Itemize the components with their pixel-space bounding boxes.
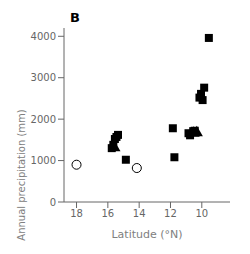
svg-text:0: 0: [50, 197, 56, 208]
svg-text:12: 12: [164, 208, 177, 219]
svg-text:Latitude (°N): Latitude (°N): [111, 228, 182, 241]
svg-text:16: 16: [101, 208, 114, 219]
html-text:B: B: [70, 10, 80, 25]
svg-text:1000: 1000: [31, 155, 56, 166]
svg-text:Annual precipitation (mm): Annual precipitation (mm): [16, 109, 27, 241]
svg-text:18: 18: [70, 208, 83, 219]
svg-text:4000: 4000: [31, 31, 56, 42]
svg-text:2000: 2000: [31, 114, 56, 125]
svg-text:3000: 3000: [31, 72, 56, 83]
svg-text:10: 10: [195, 208, 208, 219]
svg-text:14: 14: [133, 208, 146, 219]
